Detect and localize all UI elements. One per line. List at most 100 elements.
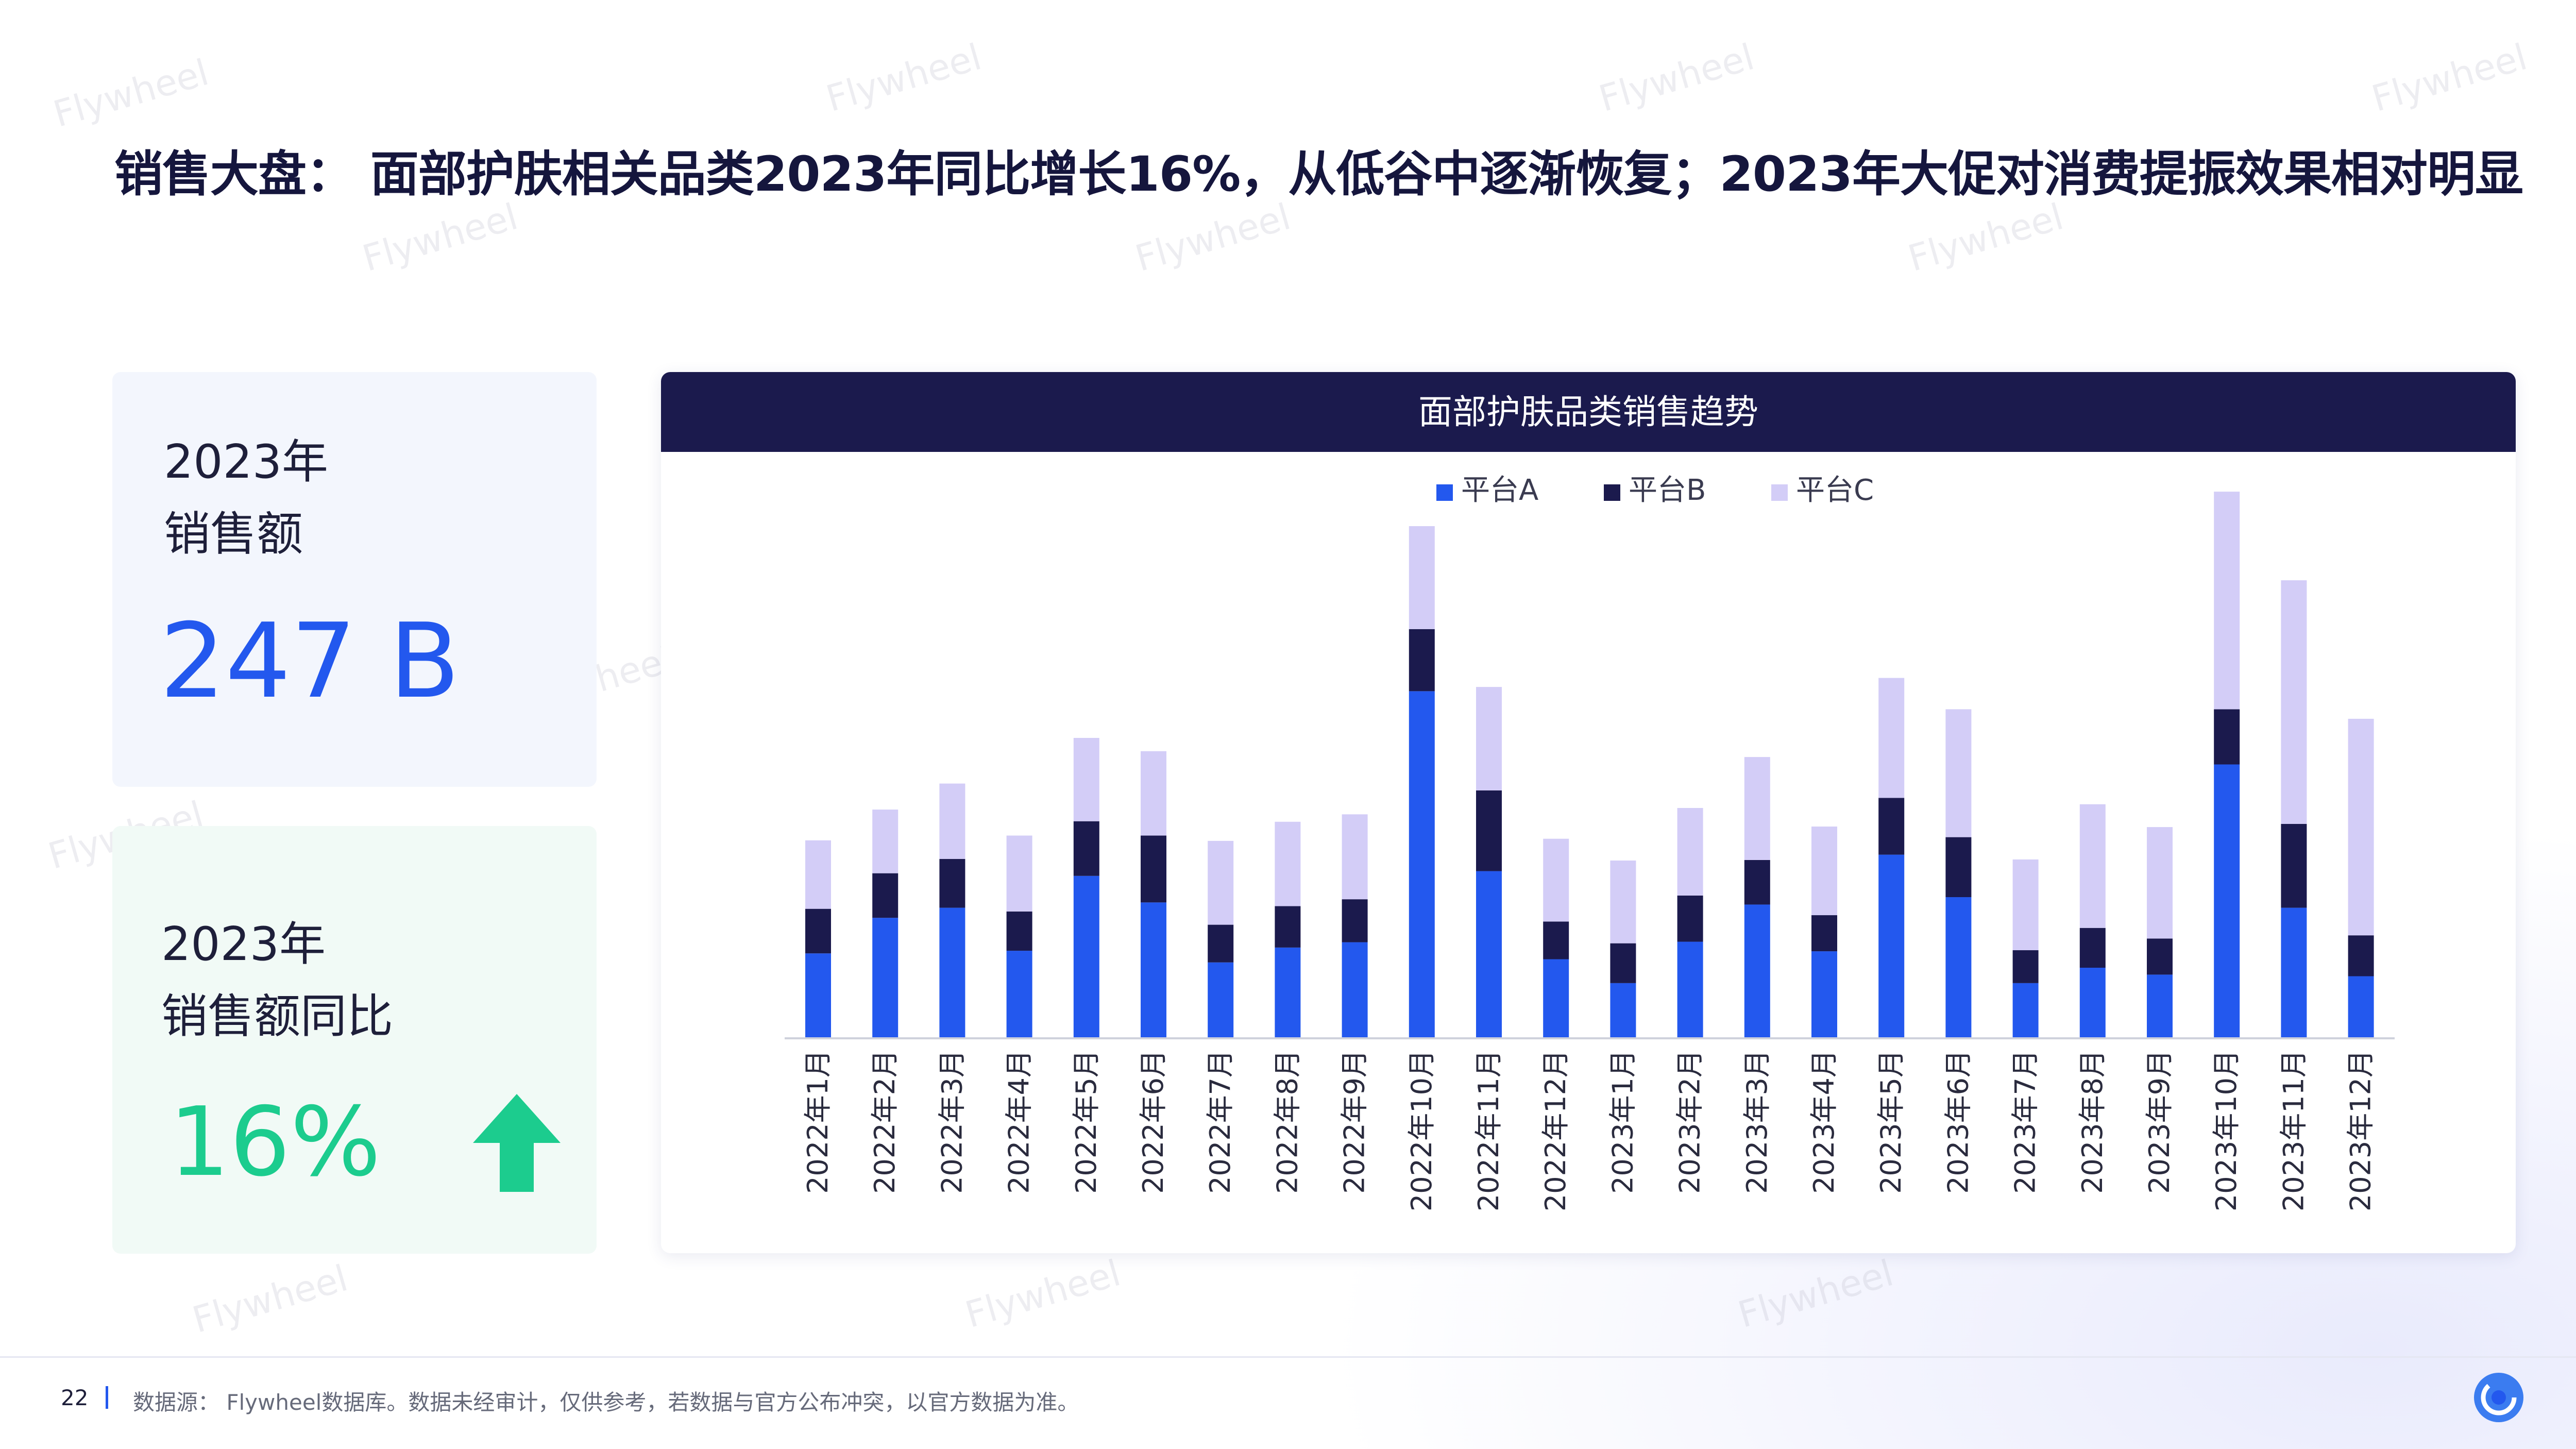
bar-segment	[1208, 840, 1234, 925]
x-tick-label: 2023年9月	[2143, 1050, 2176, 1194]
bar-segment	[1878, 678, 1905, 798]
bar-segment	[872, 810, 899, 873]
x-tick-label: 2022年7月	[1204, 1050, 1236, 1194]
bar-segment	[1409, 526, 1435, 629]
bar-segment	[1878, 854, 1905, 1038]
bar-segment	[1744, 860, 1770, 905]
bar-segment	[2281, 907, 2307, 1038]
footer-separator	[106, 1386, 108, 1409]
x-tick-label: 2022年12月	[1539, 1050, 1572, 1211]
watermark: Flywheel	[1903, 195, 2068, 280]
bar-segment	[1945, 709, 1972, 837]
bar-segment	[872, 918, 899, 1038]
x-tick-label: 2022年4月	[1003, 1050, 1036, 1194]
bar-segment	[2281, 580, 2307, 824]
bar-segment	[1342, 814, 1368, 900]
bar-segment	[1610, 983, 1636, 1038]
bar-segment	[1744, 904, 1770, 1038]
watermark: Flywheel	[1130, 195, 1295, 280]
bar-segment	[1208, 924, 1234, 963]
bar-segment	[1677, 941, 1703, 1038]
bar-segment	[1006, 951, 1032, 1038]
kpi-card-sales: 2023年 销售额 247 B	[112, 372, 597, 787]
bar-segment	[1610, 943, 1636, 983]
x-tick-label: 2023年3月	[1741, 1050, 1773, 1194]
legend-swatch-3	[1771, 484, 1788, 501]
kpi-sales-label: 2023年 销售额	[164, 426, 328, 570]
bar-segment	[2079, 804, 2106, 928]
bar-segment	[1141, 751, 1166, 836]
data-source-note: 数据源： Flywheel数据库。数据未经审计，仅供参考，若数据与官方公布冲突，…	[133, 1390, 1079, 1415]
bar-segment	[1275, 906, 1301, 948]
bar-segment	[2012, 950, 2039, 983]
page-number: 22	[61, 1385, 89, 1410]
watermark: Flywheel	[1594, 36, 1759, 120]
bar-segment	[939, 907, 965, 1038]
x-tick-label: 2022年10月	[1405, 1050, 1438, 1211]
bar-segment	[2214, 492, 2240, 710]
bar-segment	[1476, 871, 1502, 1038]
watermark: Flywheel	[1733, 1252, 1898, 1336]
bar-segment	[939, 858, 965, 908]
x-tick-label: 2022年9月	[1338, 1050, 1371, 1194]
bar-segment	[1677, 807, 1703, 896]
x-tick-label: 2022年11月	[1472, 1050, 1505, 1211]
kpi-yoy-value: 16%	[169, 1086, 381, 1198]
watermark: Flywheel	[821, 36, 986, 120]
x-tick-label: 2022年8月	[1271, 1050, 1303, 1194]
bar-segment	[1476, 790, 1502, 871]
bar-segment	[2214, 709, 2240, 765]
kpi-sales-label-text: 销售额	[164, 507, 303, 561]
bar-segment	[1543, 921, 1569, 959]
bar-segment	[1073, 875, 1099, 1038]
legend-label-3: 平台C	[1796, 474, 1874, 507]
kpi-sales-value: 247 B	[160, 601, 460, 721]
x-tick-label: 2023年11月	[2277, 1050, 2310, 1211]
flywheel-logo-icon	[2474, 1373, 2523, 1422]
watermark: Flywheel	[358, 195, 522, 280]
bar-segment	[2012, 859, 2039, 951]
bar-segment	[2147, 938, 2173, 975]
bar-segment	[1610, 860, 1636, 943]
watermark: Flywheel	[960, 1252, 1125, 1336]
footer-divider	[0, 1356, 2576, 1358]
bar-segment	[1342, 942, 1368, 1038]
legend-swatch-2	[1604, 484, 1620, 501]
bar-segment	[1141, 902, 1166, 1038]
sales-trend-chart: 平台A 平台B 平台C 2022年1月 2022年2月 2022年3月 2022年4月 202…	[785, 474, 2395, 1211]
kpi-yoy-label-text: 销售额同比	[161, 989, 393, 1043]
bar-segment	[2348, 718, 2374, 936]
bar-segment	[2079, 968, 2106, 1038]
bar-segment	[1342, 899, 1368, 942]
bar-segment	[2147, 974, 2173, 1038]
bar-segment	[872, 873, 899, 918]
bar-segment	[2147, 827, 2173, 939]
legend-swatch-1	[1436, 484, 1453, 501]
arrow-up-icon	[473, 1094, 561, 1192]
x-tick-label: 2022年3月	[936, 1050, 968, 1194]
x-tick-label: 2022年5月	[1070, 1050, 1103, 1194]
bar-segment	[805, 840, 831, 909]
bar-segment	[805, 908, 831, 954]
bar-segment	[1744, 757, 1770, 860]
bar-segment	[1811, 951, 1837, 1038]
chart-title: 面部护肤品类销售趋势	[661, 372, 2516, 452]
kpi-yoy-label: 2023年 销售额同比	[161, 908, 393, 1052]
watermark: Flywheel	[48, 51, 213, 136]
bar-segment	[939, 783, 965, 859]
chart-panel: 面部护肤品类销售趋势 平台A 平台B 平台C 2022年1月 2022年2月 2022年3…	[661, 372, 2516, 1253]
x-tick-label: 2023年6月	[1942, 1050, 1974, 1194]
bar-segment	[1811, 827, 1837, 916]
x-tick-label: 2023年7月	[2009, 1050, 2042, 1194]
x-tick-label: 2023年12月	[2345, 1050, 2377, 1211]
x-tick-label: 2023年8月	[2076, 1050, 2109, 1194]
bar-segment	[2348, 976, 2374, 1038]
bar-segment	[1945, 897, 1972, 1038]
watermark: Flywheel	[188, 1257, 352, 1341]
x-tick-label: 2022年2月	[869, 1050, 901, 1194]
x-tick-label: 2023年5月	[1875, 1050, 1907, 1194]
legend-label-2: 平台B	[1629, 474, 1706, 507]
bar-segment	[1073, 821, 1099, 876]
bar-segment	[1275, 947, 1301, 1038]
bar-segment	[2214, 764, 2240, 1038]
